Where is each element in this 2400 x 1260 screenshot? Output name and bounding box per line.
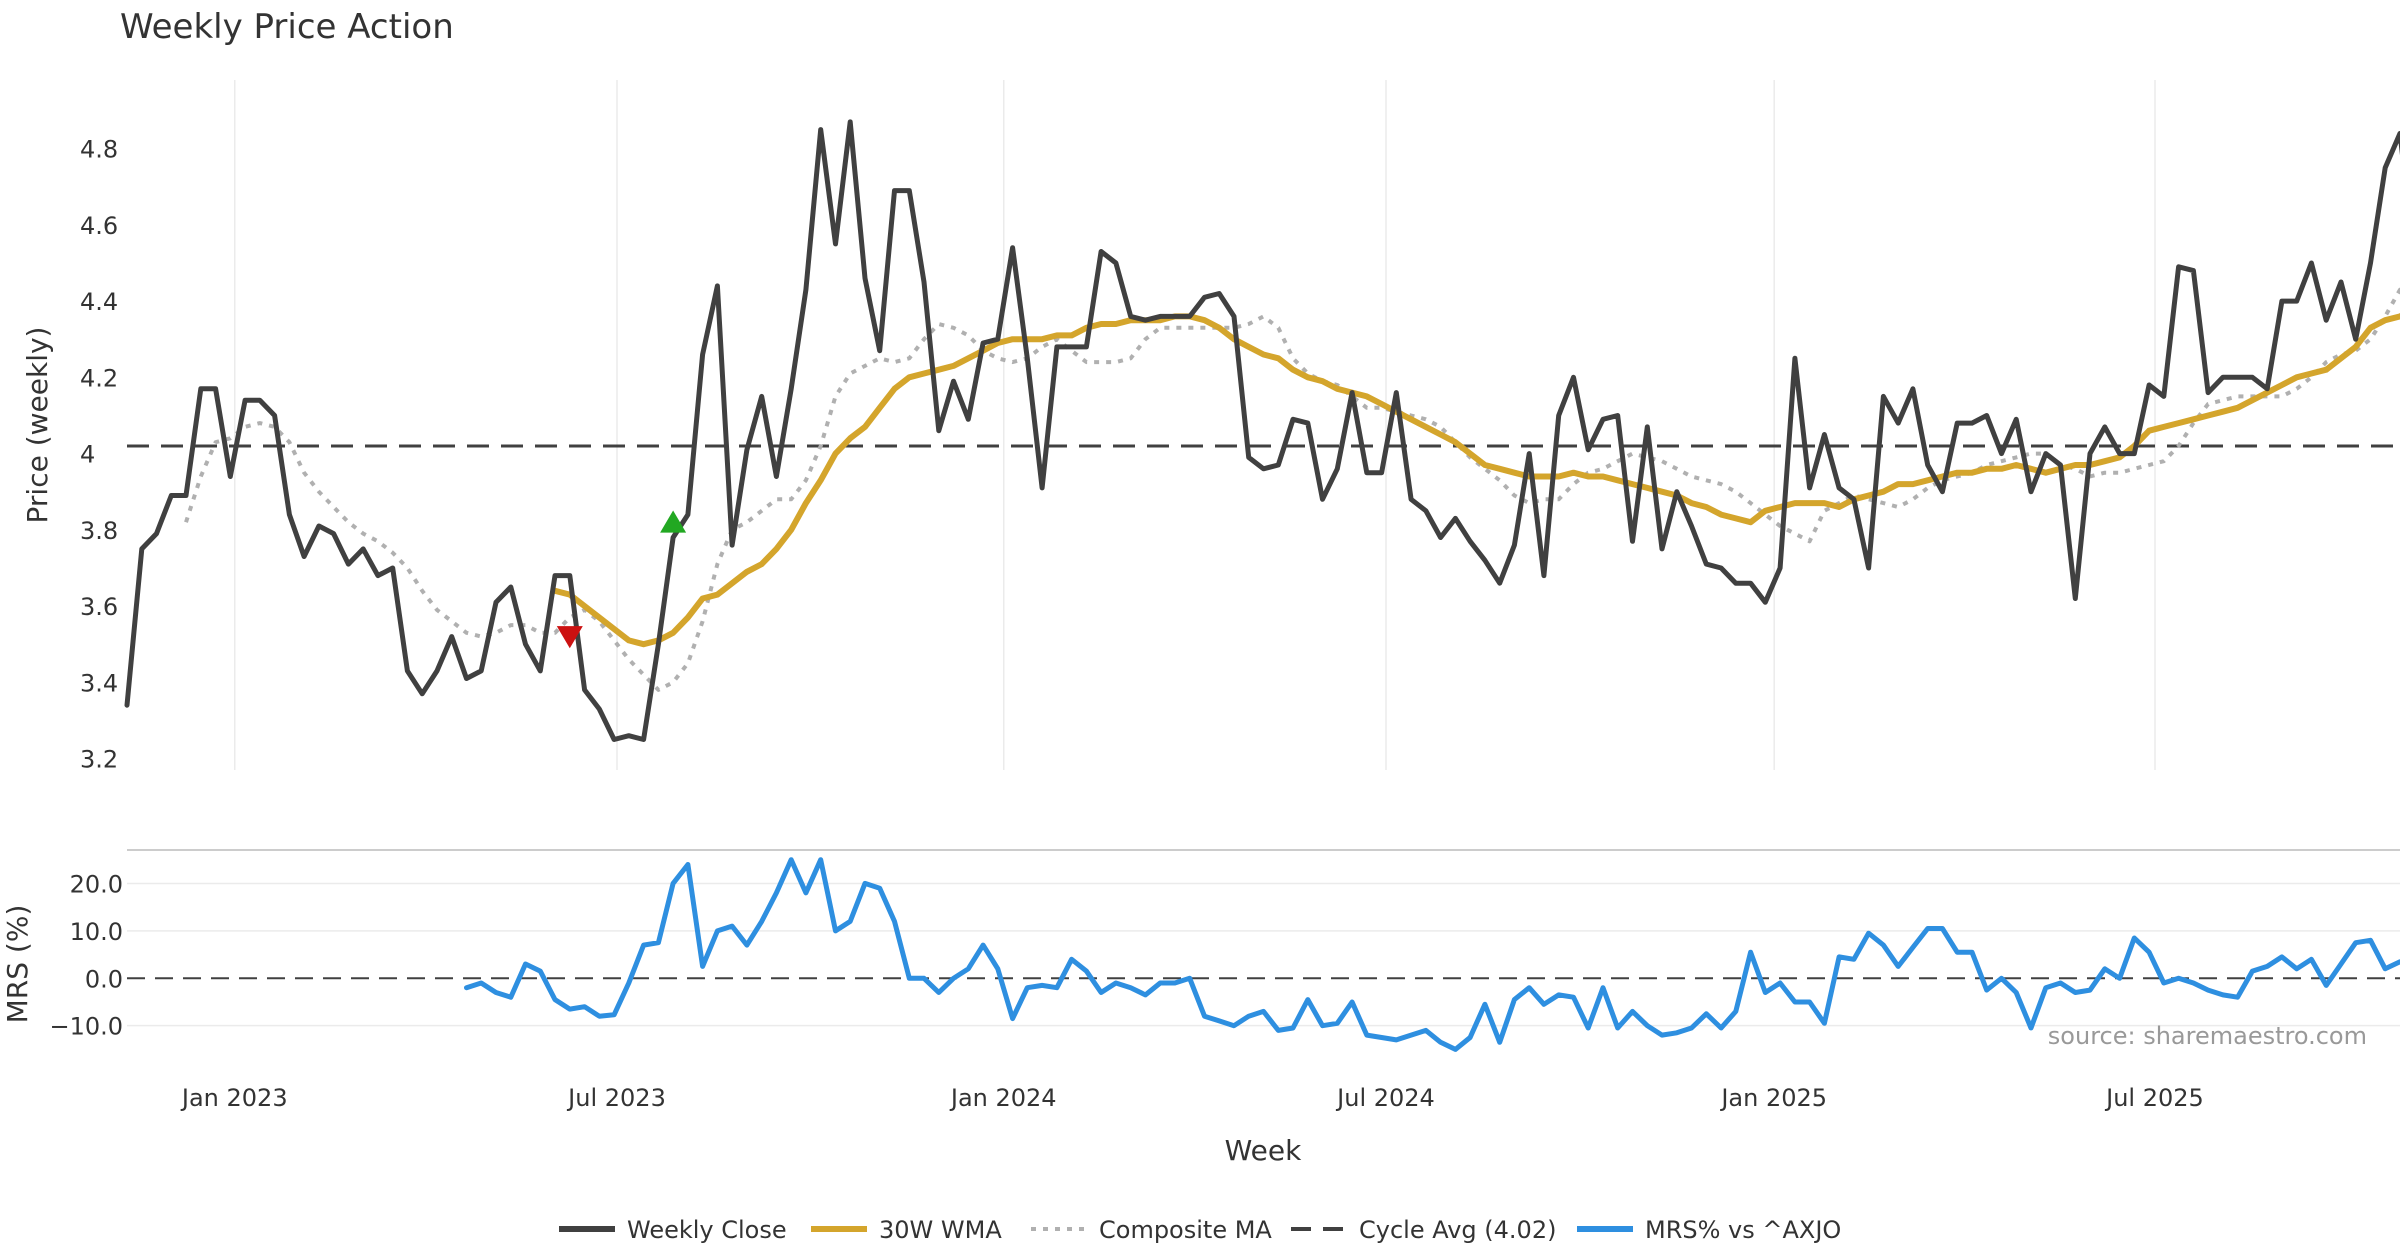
price-panel-markers [556,510,687,649]
legend-label: MRS% vs ^AXJO [1645,1216,1841,1244]
x-tick-label: Jan 2025 [1719,1084,1827,1112]
price-y-tick-label: 4.4 [80,288,118,316]
series-weekly-close-line [124,119,2400,742]
mrs-y-tick-label: 0.0 [85,965,123,993]
sell-signal-marker [556,626,583,649]
x-tick-label: Jul 2024 [1335,1084,1435,1112]
price-y-tick-label: 4.2 [80,364,118,392]
price-panel-grid [233,80,2156,770]
legend-item-mrs-vs-axjo: MRS% vs ^AXJO [1577,1216,1841,1244]
legend-item-composite-ma: Composite MA [1031,1216,1272,1244]
legend-label: Composite MA [1099,1216,1272,1244]
x-axis-ticks: Jan 2023 Jul 2023 Jan 2024 Jul 2024 Jan 2025… [180,1084,2204,1112]
price-y-tick-label: 4 [80,441,95,469]
source-note: source: sharemaestro.com [2048,1022,2367,1050]
price-panel-series [124,119,2400,742]
mrs-y-tick-label: −10.0 [49,1013,123,1041]
price-panel: 3.2 3.4 3.6 3.8 4 4.2 4.4 4.6 4.8 Price (weekly) [21,80,2400,774]
price-y-axis-label: Price (weekly) [21,327,54,524]
chart-title: Weekly Price Action [120,7,454,47]
series-mrs-line [464,857,2400,1052]
mrs-panel-grid [127,882,2400,1027]
x-tick-label: Jan 2024 [949,1084,1057,1112]
legend-item-cycle-avg-4-02: Cycle Avg (4.02) [1291,1216,1556,1244]
mrs-y-axis-label: MRS (%) [1,905,34,1024]
mrs-y-axis-ticks: −10.0 0.0 10.0 20.0 [49,870,123,1040]
mrs-y-tick-label: 20.0 [70,870,123,898]
legend-item-weekly-close: Weekly Close [559,1216,787,1244]
legend: Weekly Close 30W WMA Composite MA Cycle Avg… [559,1216,1841,1244]
price-y-axis-ticks: 3.2 3.4 3.6 3.8 4 4.2 4.4 4.6 4.8 [80,136,118,774]
price-y-tick-label: 4.6 [80,212,118,240]
mrs-panel-series [127,857,2400,1052]
price-y-tick-label: 3.8 [80,517,118,545]
x-axis-label: Week [1225,1134,1302,1167]
series-30w-wma-line [552,313,2400,648]
legend-item-30w-wma: 30W WMA [811,1216,1002,1244]
legend-label: Weekly Close [627,1216,787,1244]
price-y-tick-label: 3.4 [80,669,118,697]
mrs-y-tick-label: 10.0 [70,918,123,946]
x-tick-label: Jan 2023 [180,1084,288,1112]
price-y-tick-label: 4.8 [80,136,118,164]
mrs-panel: −10.0 0.0 10.0 20.0 MRS (%) source: sharema… [1,849,2400,1052]
price-y-tick-label: 3.2 [80,746,118,774]
buy-signal-marker [660,510,687,533]
legend-label: 30W WMA [879,1216,1002,1244]
legend-label: Cycle Avg (4.02) [1359,1216,1556,1244]
price-y-tick-label: 3.6 [80,593,118,621]
x-tick-label: Jul 2025 [2104,1084,2204,1112]
x-tick-label: Jul 2023 [566,1084,666,1112]
